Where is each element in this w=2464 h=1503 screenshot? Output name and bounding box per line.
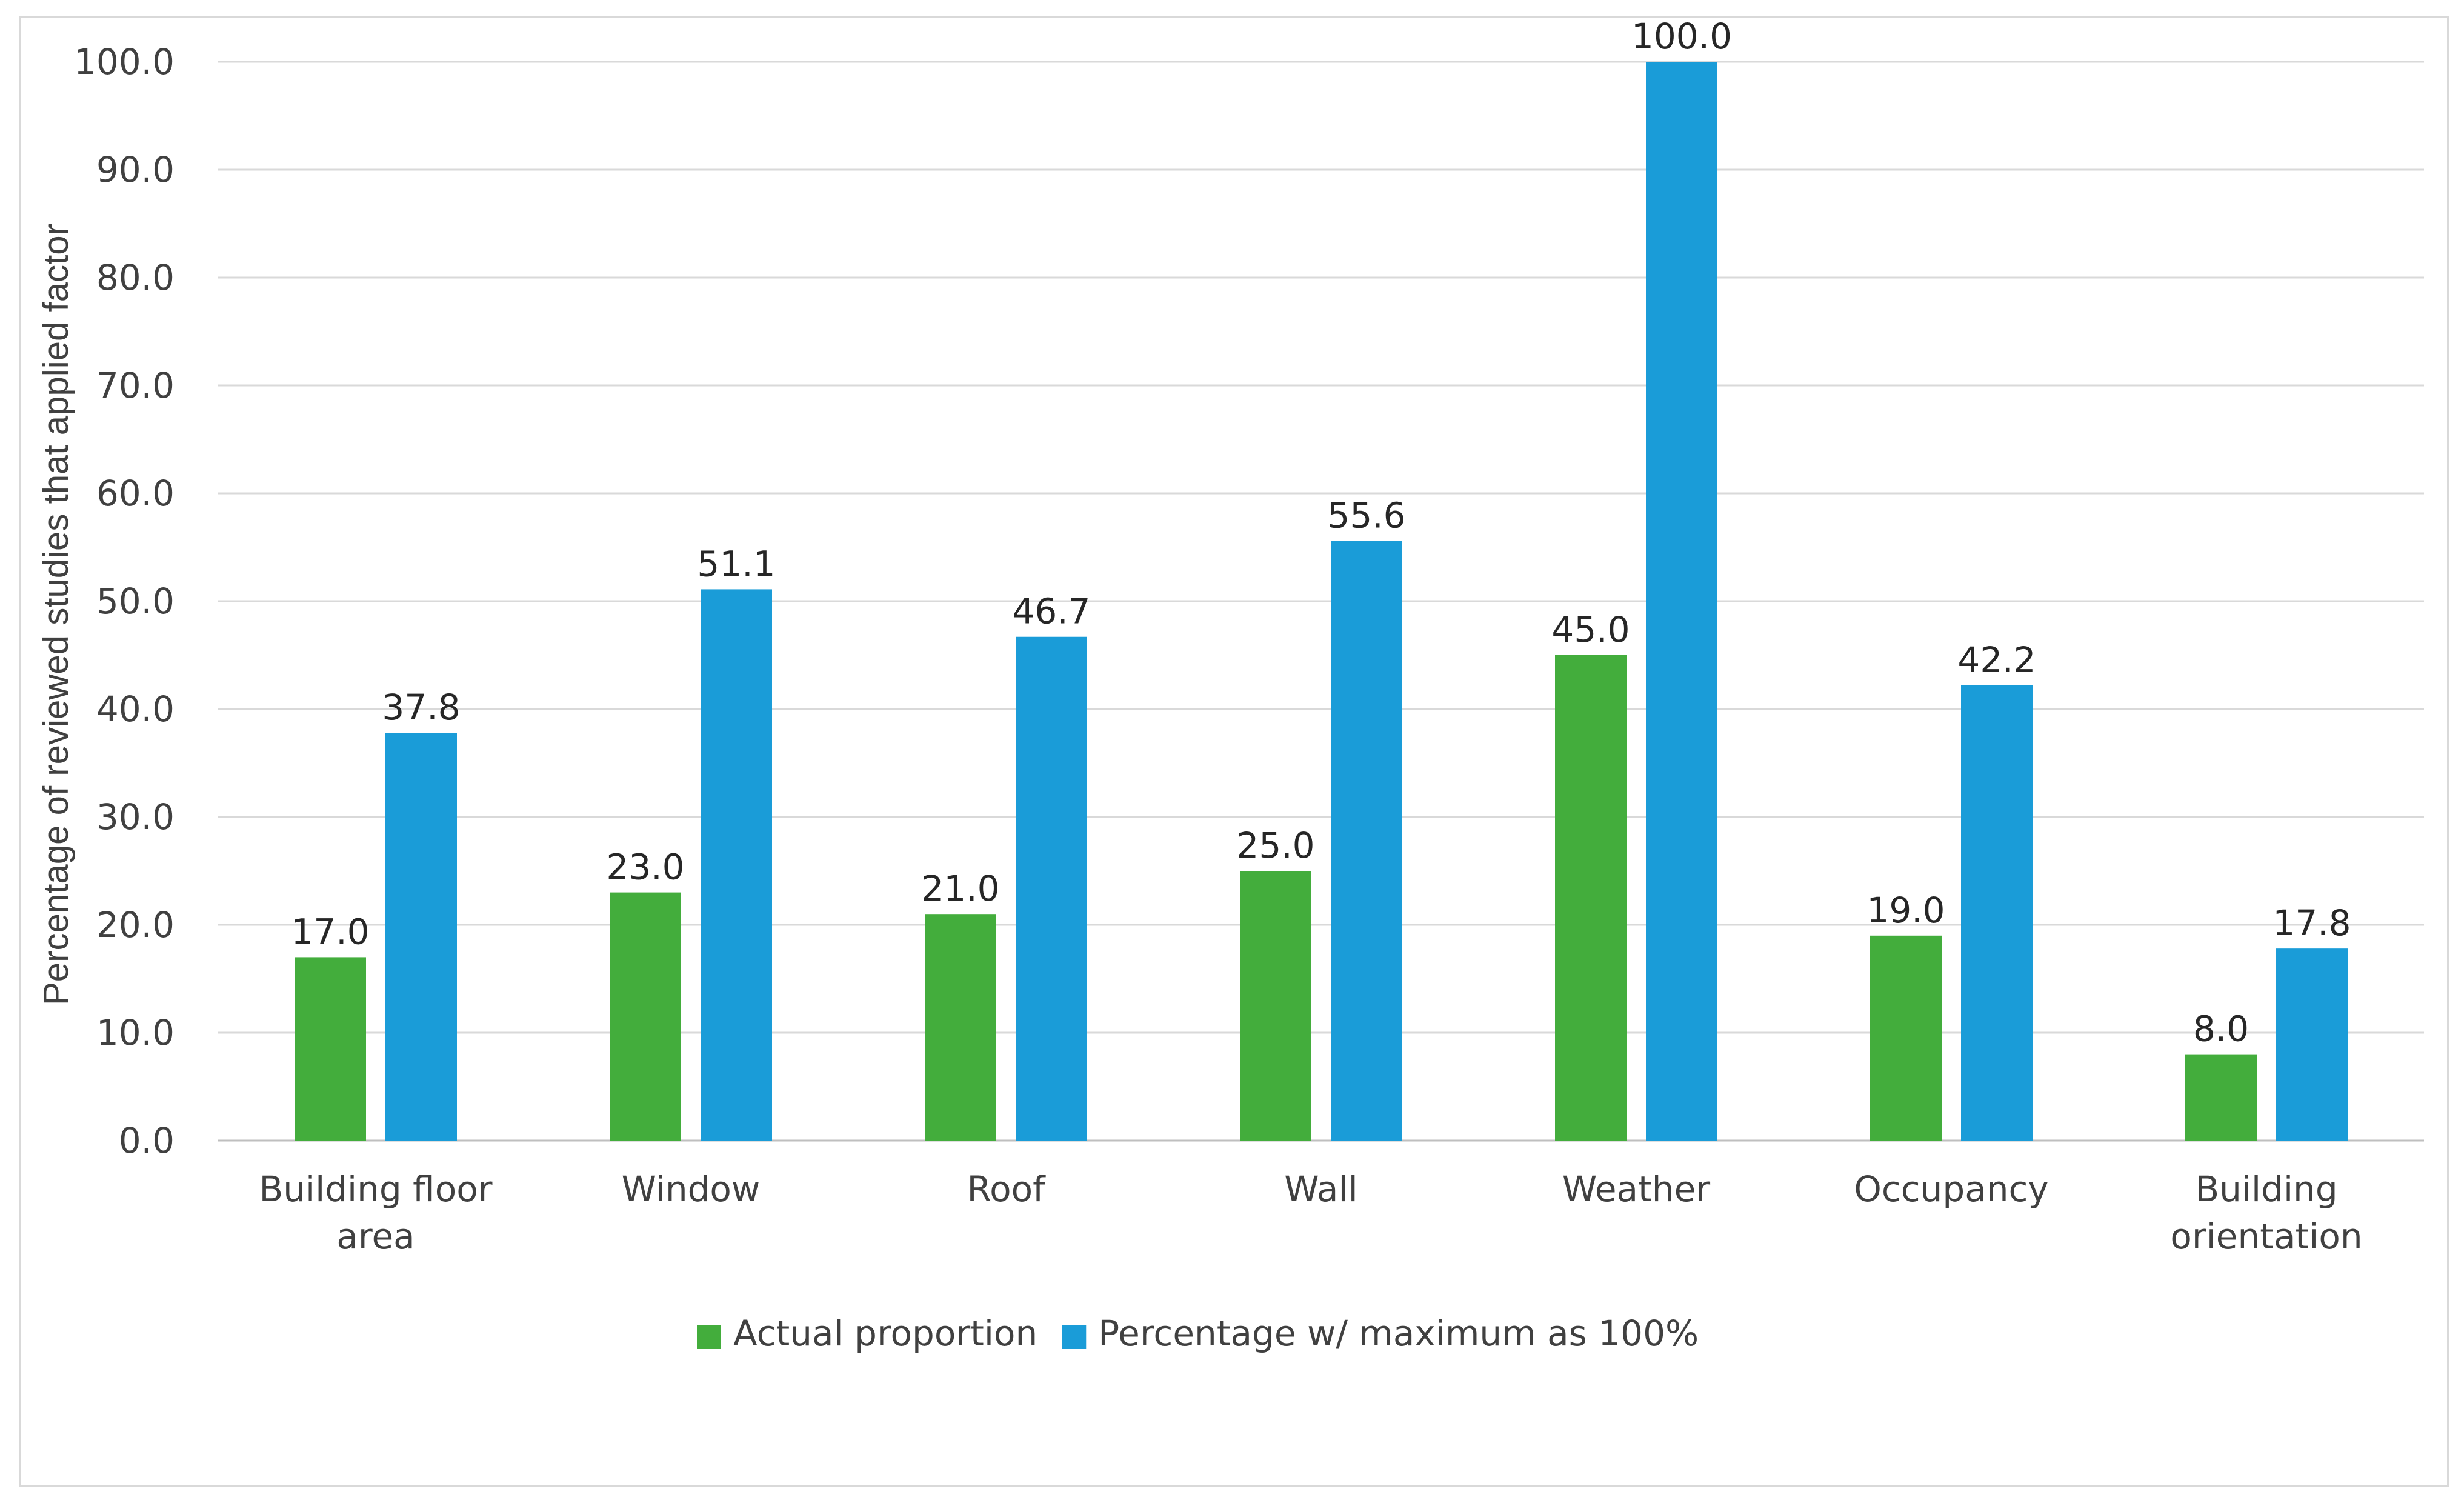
y-tick-label: 50.0 [96,581,175,622]
data-label: 17.0 [291,911,369,952]
data-label: 45.0 [1551,609,1630,650]
legend-swatch [697,1325,721,1349]
bar-percentage [1646,62,1717,1141]
x-category-label: Wall [1284,1168,1357,1210]
y-tick-label: 10.0 [96,1012,175,1053]
bar-actual [1870,935,1942,1141]
data-label: 100.0 [1631,16,1732,57]
y-tick-label: 100.0 [74,41,175,82]
data-label: 55.6 [1327,495,1405,536]
y-tick-label: 70.0 [96,365,175,406]
legend-swatch [1062,1325,1087,1349]
y-axis-title-group: Percentage of reviewed studies that appl… [36,224,76,1005]
y-tick-label: 90.0 [96,149,175,190]
bar-actual [1555,655,1627,1141]
x-category-line: orientation [2170,1216,2362,1257]
x-category-line: Window [622,1168,761,1210]
y-axis-title: Percentage of reviewed studies that appl… [36,224,76,1005]
bar-percentage [1016,636,1087,1141]
bar-percentage [701,589,772,1141]
bar-actual [925,914,996,1141]
x-axis-categories: Building floor area Window Roof Wall Weather O… [259,1168,2362,1257]
x-category-line: Wall [1284,1168,1357,1210]
x-category-label: Weather [1562,1168,1710,1210]
data-label: 23.0 [606,847,684,888]
y-tick-label: 0.0 [119,1120,175,1161]
y-tick-label: 80.0 [96,257,175,298]
x-category-label: Building orientation [2170,1168,2362,1257]
x-category-line: area [336,1216,415,1257]
y-tick-label: 60.0 [96,473,175,514]
bar-actual [2185,1054,2257,1141]
legend-label: Percentage w/ maximum as 100% [1098,1313,1699,1354]
x-category-line: Occupancy [1854,1168,2049,1210]
x-category-label: Roof [967,1168,1046,1210]
data-label: 21.0 [921,868,999,909]
data-label: 37.8 [382,687,460,728]
bar-percentage [385,733,457,1141]
x-category-line: Building floor [259,1168,492,1210]
y-axis-ticks: 0.0 10.0 20.0 30.0 40.0 50.0 60.0 70.0 80.0 90.0 1… [74,41,175,1161]
x-category-label: Building floor area [259,1168,492,1257]
y-tick-label: 40.0 [96,688,175,730]
data-label: 19.0 [1866,890,1945,931]
bar-actual [610,892,681,1141]
x-category-label: Occupancy [1854,1168,2049,1210]
x-category-label: Window [622,1168,761,1210]
x-category-line: Weather [1562,1168,1710,1210]
bar-percentage [1331,541,1402,1141]
data-label: 46.7 [1012,591,1090,632]
y-tick-label: 20.0 [96,904,175,945]
x-category-line: Building [2195,1168,2337,1210]
data-labels: 17.0 37.8 23.0 51.1 21.0 46.7 25.0 55.6 45.0 100.… [291,16,2351,1050]
data-label: 42.2 [1957,639,2036,681]
legend: Actual proportion Percentage w/ maximum a… [697,1313,1699,1354]
bar-actual [1240,871,1311,1141]
bar-actual [295,957,366,1141]
gridlines [218,61,2424,1142]
data-label: 8.0 [2193,1008,2249,1050]
data-label: 51.1 [697,543,775,584]
bar-percentage [1961,685,2033,1141]
y-tick-label: 30.0 [96,796,175,838]
legend-label: Actual proportion [733,1313,1037,1354]
bars [295,62,2348,1141]
data-label: 25.0 [1236,825,1314,866]
x-category-line: Roof [967,1168,1046,1210]
data-label: 17.8 [2273,902,2351,944]
bar-percentage [2276,948,2348,1141]
